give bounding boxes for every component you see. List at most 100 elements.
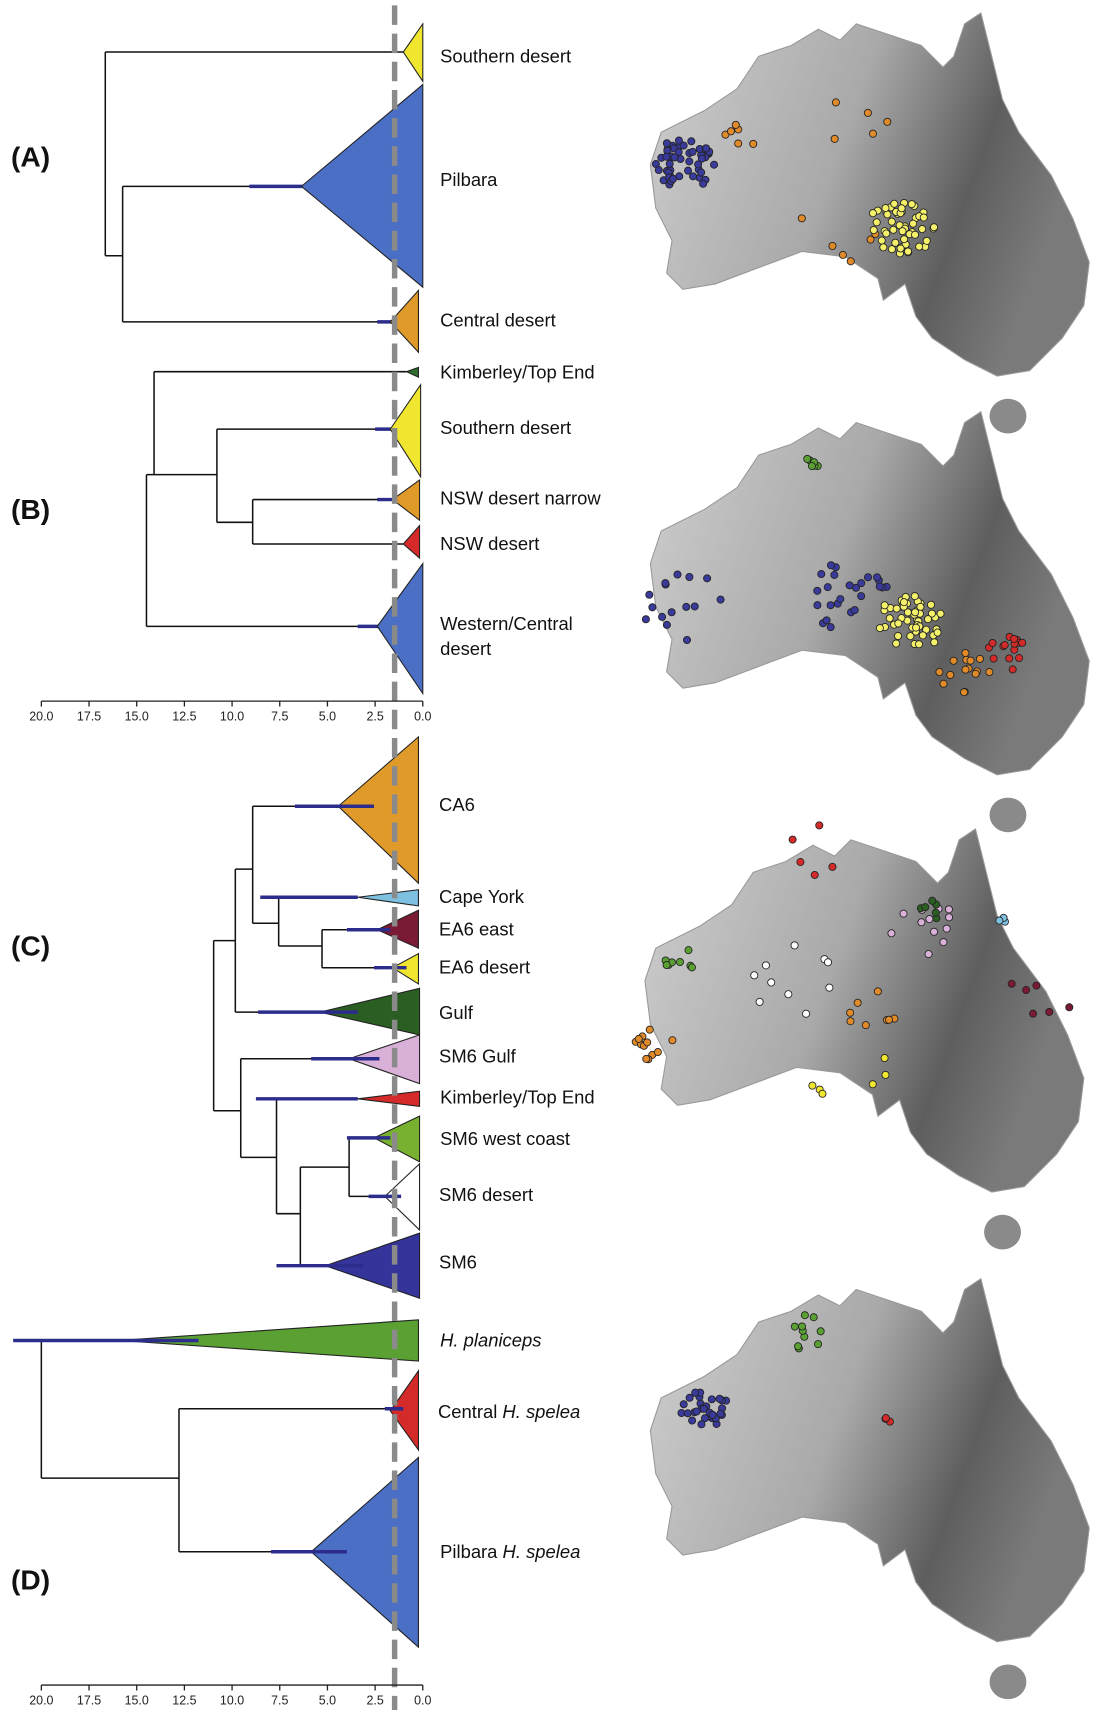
locality-dot xyxy=(819,1090,826,1097)
locality-dot xyxy=(809,1082,816,1089)
tick-label: 10.0 xyxy=(220,1694,244,1708)
locality-dot xyxy=(894,632,901,639)
locality-dot xyxy=(925,950,932,957)
locality-dot xyxy=(927,601,934,608)
tick-label: 5.0 xyxy=(319,1694,336,1708)
locality-dot xyxy=(962,666,969,673)
tree-c xyxy=(214,737,420,1298)
clade-label: SM6 Gulf xyxy=(439,1046,517,1067)
locality-dot xyxy=(936,668,943,675)
locality-dot xyxy=(937,610,944,617)
locality-dot xyxy=(917,603,924,610)
tick-label: 0.0 xyxy=(414,1694,431,1708)
locality-dot xyxy=(869,130,876,137)
locality-dot xyxy=(900,599,907,606)
locality-dot xyxy=(686,1394,693,1401)
locality-dot xyxy=(671,154,678,161)
locality-dot xyxy=(881,1054,888,1061)
locality-dot xyxy=(961,689,968,696)
locality-dot xyxy=(704,575,711,582)
locality-dot xyxy=(890,226,897,233)
locality-dot xyxy=(643,1055,650,1062)
locality-dot xyxy=(635,1035,642,1042)
locality-dot xyxy=(1046,1008,1053,1015)
map xyxy=(650,1279,1089,1699)
locality-dot xyxy=(852,584,859,591)
locality-dot xyxy=(916,243,923,250)
locality-dot xyxy=(962,649,969,656)
locality-dot xyxy=(808,462,815,469)
locality-dot xyxy=(831,571,838,578)
locality-dot xyxy=(950,657,957,664)
panel-label: (D) xyxy=(11,1564,50,1596)
clade-label: EA6 east xyxy=(439,919,514,940)
locality-dot xyxy=(655,166,662,173)
locality-dot xyxy=(862,1022,869,1029)
locality-dot xyxy=(658,613,665,620)
locality-dot xyxy=(735,140,742,147)
locality-dot xyxy=(922,904,929,911)
locality-dot xyxy=(826,984,833,991)
locality-dot xyxy=(663,621,670,628)
locality-dot xyxy=(695,161,702,168)
locality-dot xyxy=(907,633,914,640)
locality-dot xyxy=(934,629,941,636)
locality-dot xyxy=(854,999,861,1006)
locality-dot xyxy=(926,915,933,922)
locality-dot xyxy=(847,1009,854,1016)
locality-dot xyxy=(686,573,693,580)
locality-dot xyxy=(867,236,874,243)
locality-dot xyxy=(912,624,919,631)
locality-dot xyxy=(669,175,676,182)
clade-label: CA6 xyxy=(439,794,475,815)
locality-dot xyxy=(900,910,907,917)
locality-dot xyxy=(663,140,670,147)
locality-dot xyxy=(882,1414,889,1421)
locality-dot xyxy=(851,607,858,614)
locality-dot xyxy=(908,201,915,208)
locality-dot xyxy=(675,137,682,144)
locality-dot xyxy=(1011,635,1018,642)
clade-label: desert xyxy=(440,638,491,659)
locality-dot xyxy=(891,200,898,207)
page: (A) (B) (C) (D) Southern desert Pilbara … xyxy=(0,0,1110,1710)
locality-dot xyxy=(649,604,656,611)
locality-dot xyxy=(883,230,890,237)
locality-dot xyxy=(864,109,871,116)
locality-dot xyxy=(897,245,904,252)
locality-dot xyxy=(691,603,698,610)
locality-dot xyxy=(646,1026,653,1033)
locality-dot xyxy=(762,962,769,969)
locality-dot xyxy=(791,1323,798,1330)
locality-dot xyxy=(814,602,821,609)
locality-dot xyxy=(824,584,831,591)
locality-dot xyxy=(873,219,880,226)
locality-dot xyxy=(1001,641,1008,648)
locality-dot xyxy=(1008,980,1015,987)
clade-label-prefix: Pilbara xyxy=(440,1541,498,1562)
locality-dot xyxy=(945,906,952,913)
tick-label: 0.0 xyxy=(414,710,431,724)
locality-dot xyxy=(700,180,707,187)
locality-dot xyxy=(858,593,865,600)
locality-dot xyxy=(804,455,811,462)
locality-dot xyxy=(930,224,937,231)
locality-dot xyxy=(990,655,997,662)
locality-dot xyxy=(668,609,675,616)
locality-dot xyxy=(888,246,895,253)
locality-dot xyxy=(666,160,673,167)
clade-label: EA6 desert xyxy=(439,957,530,978)
clade-label: NSW desert narrow xyxy=(440,487,601,508)
clade-label: SM6 desert xyxy=(439,1184,533,1205)
locality-dot xyxy=(884,118,891,125)
locality-dot xyxy=(910,220,917,227)
clade-label: Gulf xyxy=(439,1002,474,1023)
tick-label: 7.5 xyxy=(271,710,288,724)
locality-dot xyxy=(886,615,893,622)
locality-dot xyxy=(869,1081,876,1088)
tick-label: 5.0 xyxy=(319,710,336,724)
locality-dot xyxy=(701,1415,708,1422)
locality-dot xyxy=(698,169,705,176)
locality-dot xyxy=(929,897,936,904)
locality-dot xyxy=(986,668,993,675)
